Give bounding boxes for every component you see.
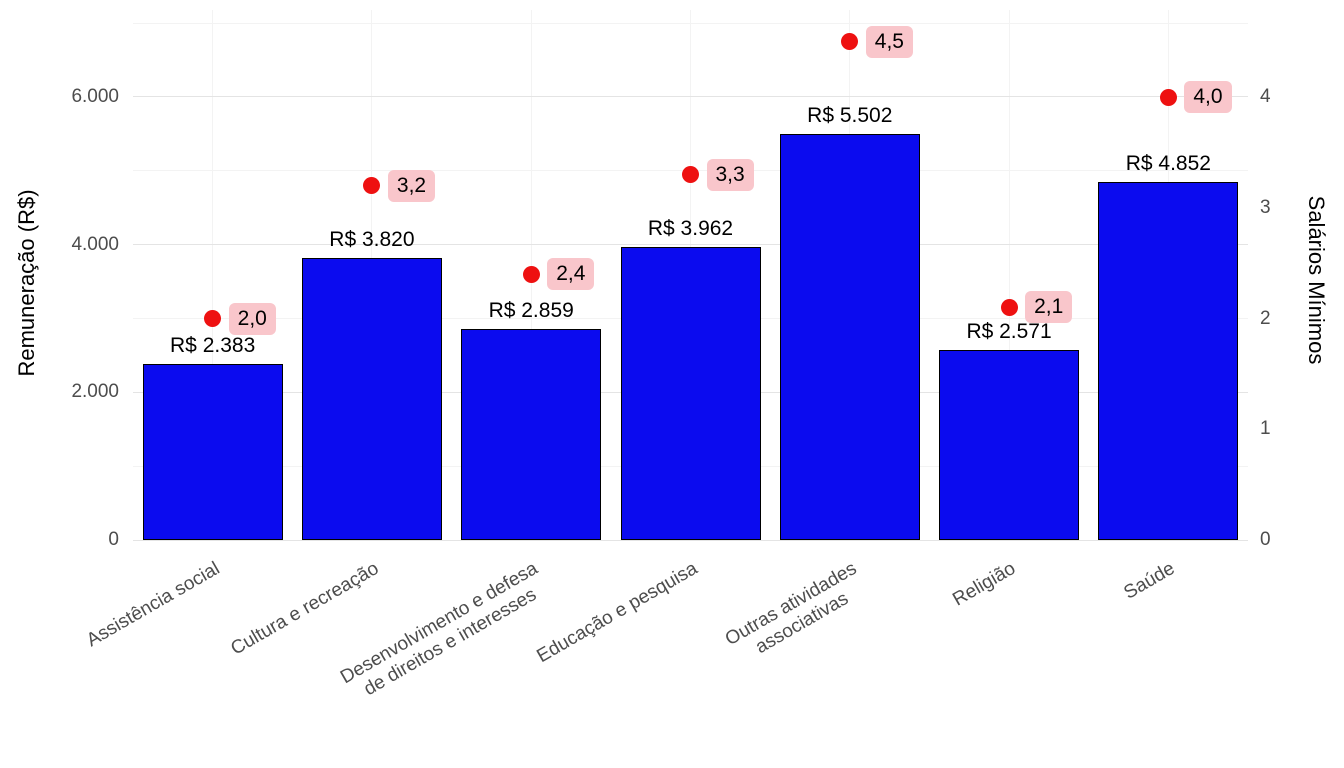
point (1000, 298, 1018, 316)
bar-value-label: R$ 3.962 (647, 217, 734, 241)
y-axis-tick-right: 4 (1260, 86, 1271, 108)
y-axis-tick-left: 4.000 (71, 233, 119, 255)
y-axis-tick-right: 3 (1260, 196, 1271, 218)
point (363, 177, 381, 195)
minor-gridline (133, 22, 1248, 24)
bar (301, 257, 442, 540)
x-axis-tick: Educação e pesquisa (533, 558, 701, 668)
y-axis-tick-left: 6.000 (71, 85, 119, 107)
bar-value-label: R$ 2.571 (966, 320, 1052, 344)
point (204, 310, 222, 328)
bar (620, 247, 761, 540)
point-value-label: 2,4 (547, 258, 595, 291)
x-axis-tick: Outras atividades associativas (721, 558, 861, 659)
bar (939, 350, 1080, 540)
bar-value-label: R$ 2.383 (170, 334, 256, 358)
point-value-label: 2,1 (1025, 291, 1073, 324)
left-axis-title: Remuneração (R$) (14, 189, 39, 377)
y-axis-tick-left: 2.000 (71, 381, 119, 403)
bar (461, 328, 602, 540)
x-axis-tick: Religião (949, 558, 1020, 611)
point (1159, 88, 1177, 106)
point-value-label: 3,3 (706, 158, 754, 191)
point (841, 33, 859, 51)
x-axis-tick: Assistência social (82, 558, 224, 652)
bar-value-label: R$ 3.820 (329, 227, 415, 251)
bar-value-label: R$ 5.502 (807, 103, 893, 127)
y-axis-tick-right: 0 (1260, 529, 1271, 550)
y-axis-tick-left: 0 (108, 529, 119, 550)
y-axis-tick-right: 1 (1260, 418, 1271, 440)
major-gridline (133, 96, 1248, 98)
point-value-label: 3,2 (387, 169, 436, 202)
point (522, 265, 540, 283)
bar-value-label: R$ 4.852 (1125, 151, 1211, 175)
point-value-label: 4,5 (865, 25, 913, 58)
point (682, 166, 699, 184)
y-axis-tick-right: 2 (1260, 307, 1271, 329)
point-value-label: 4,0 (1184, 81, 1232, 114)
point-value-label: 2,0 (228, 302, 276, 335)
right-axis-title: Salários Mínimos (1304, 195, 1329, 365)
bar (1098, 181, 1239, 540)
bar-value-label: R$ 2.859 (488, 298, 574, 322)
x-axis-tick: Cultura e recreação (227, 558, 383, 660)
x-axis-tick: Saúde (1120, 558, 1179, 604)
bar (779, 133, 920, 540)
bar (142, 364, 283, 540)
